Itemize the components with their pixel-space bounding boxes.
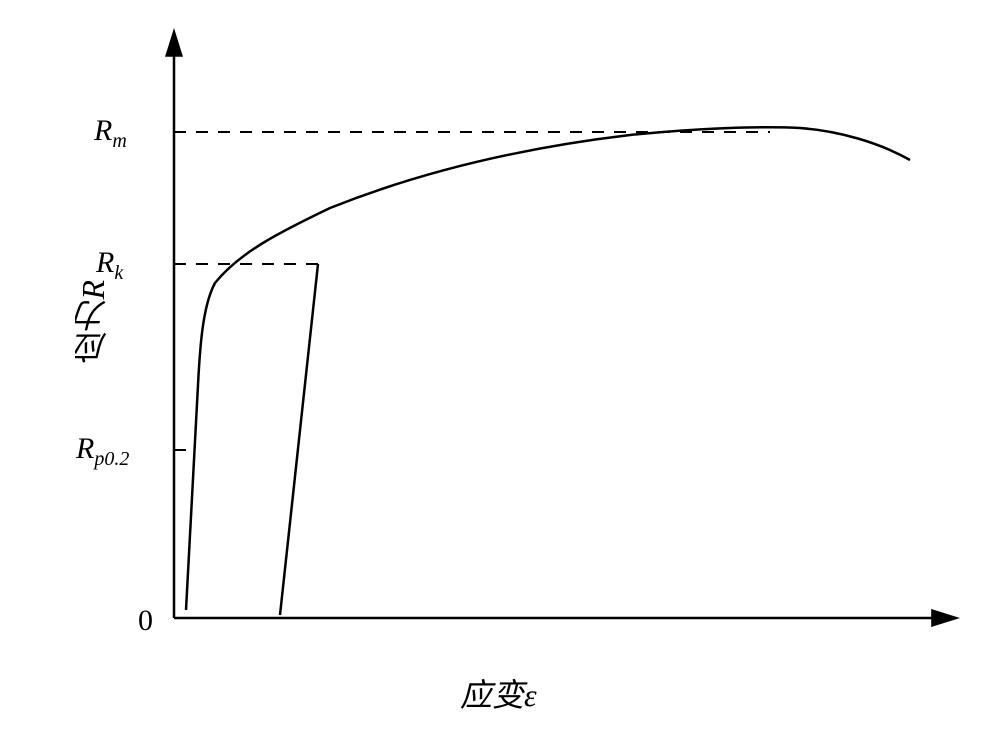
tick-rp02-sub: p0.2 bbox=[94, 448, 129, 470]
tick-rp02: Rp0.2 bbox=[76, 432, 129, 471]
tick-rk: Rk bbox=[96, 246, 123, 285]
unload-line bbox=[280, 264, 318, 615]
stress-strain-chart: 应力R 应变ε Rm Rk Rp0.2 0 bbox=[0, 0, 1000, 726]
tick-rk-main: R bbox=[96, 246, 114, 279]
y-axis-arrow bbox=[165, 28, 183, 57]
x-axis-arrow bbox=[931, 609, 960, 627]
tick-rm-main: R bbox=[94, 114, 112, 147]
tick-rk-sub: k bbox=[114, 262, 123, 284]
tick-rm: Rm bbox=[94, 114, 127, 153]
origin-label: 0 bbox=[138, 604, 153, 638]
x-axis-label: 应变ε bbox=[460, 670, 537, 716]
tick-rp02-main: R bbox=[76, 432, 94, 465]
stress-strain-curve bbox=[186, 127, 910, 610]
tick-rm-sub: m bbox=[112, 130, 126, 152]
y-axis-label: 应力R bbox=[70, 280, 116, 364]
